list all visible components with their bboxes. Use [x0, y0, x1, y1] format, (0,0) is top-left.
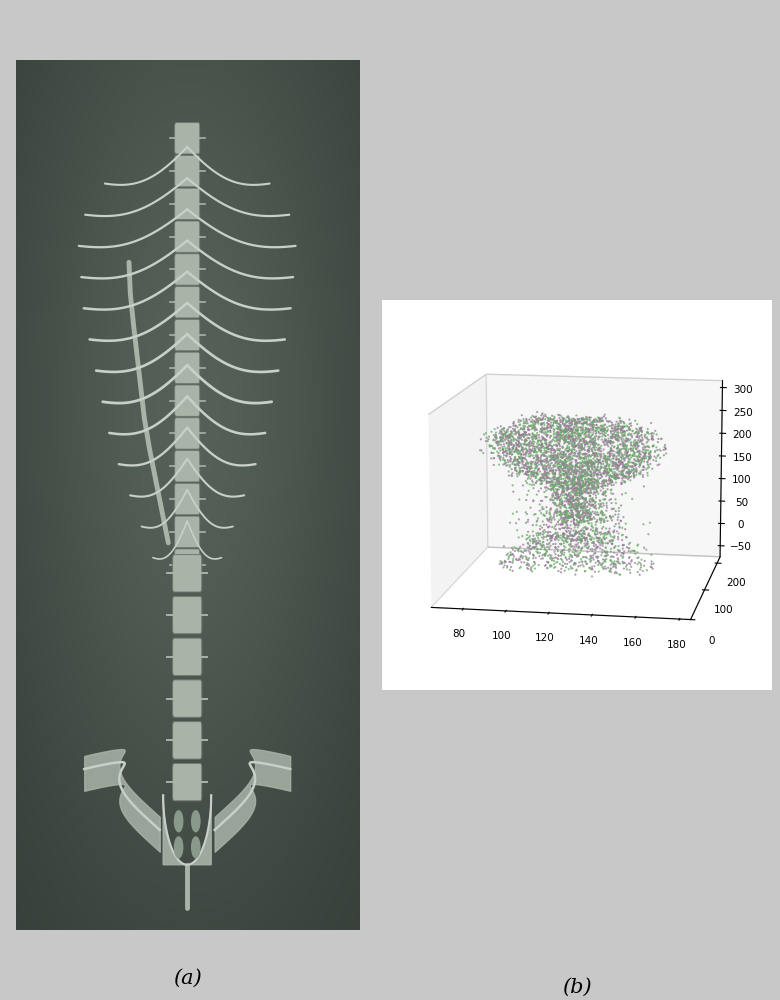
FancyBboxPatch shape	[172, 763, 202, 801]
FancyBboxPatch shape	[175, 287, 200, 318]
FancyBboxPatch shape	[172, 638, 202, 676]
FancyBboxPatch shape	[172, 722, 202, 759]
Polygon shape	[163, 795, 211, 865]
FancyBboxPatch shape	[175, 254, 200, 285]
FancyBboxPatch shape	[175, 319, 200, 351]
FancyBboxPatch shape	[175, 483, 200, 515]
Text: (b): (b)	[562, 978, 592, 997]
Circle shape	[192, 837, 200, 858]
FancyBboxPatch shape	[175, 352, 200, 384]
Text: (a): (a)	[173, 969, 201, 988]
FancyBboxPatch shape	[175, 451, 200, 482]
FancyBboxPatch shape	[172, 596, 202, 634]
FancyBboxPatch shape	[175, 123, 200, 154]
FancyBboxPatch shape	[175, 385, 200, 416]
FancyBboxPatch shape	[172, 680, 202, 717]
Circle shape	[175, 837, 183, 858]
FancyBboxPatch shape	[175, 188, 200, 220]
Circle shape	[192, 811, 200, 832]
FancyBboxPatch shape	[175, 516, 200, 547]
FancyBboxPatch shape	[175, 155, 200, 187]
Circle shape	[175, 811, 183, 832]
FancyBboxPatch shape	[175, 221, 200, 252]
FancyBboxPatch shape	[172, 555, 202, 592]
FancyBboxPatch shape	[175, 418, 200, 449]
FancyBboxPatch shape	[175, 549, 200, 580]
